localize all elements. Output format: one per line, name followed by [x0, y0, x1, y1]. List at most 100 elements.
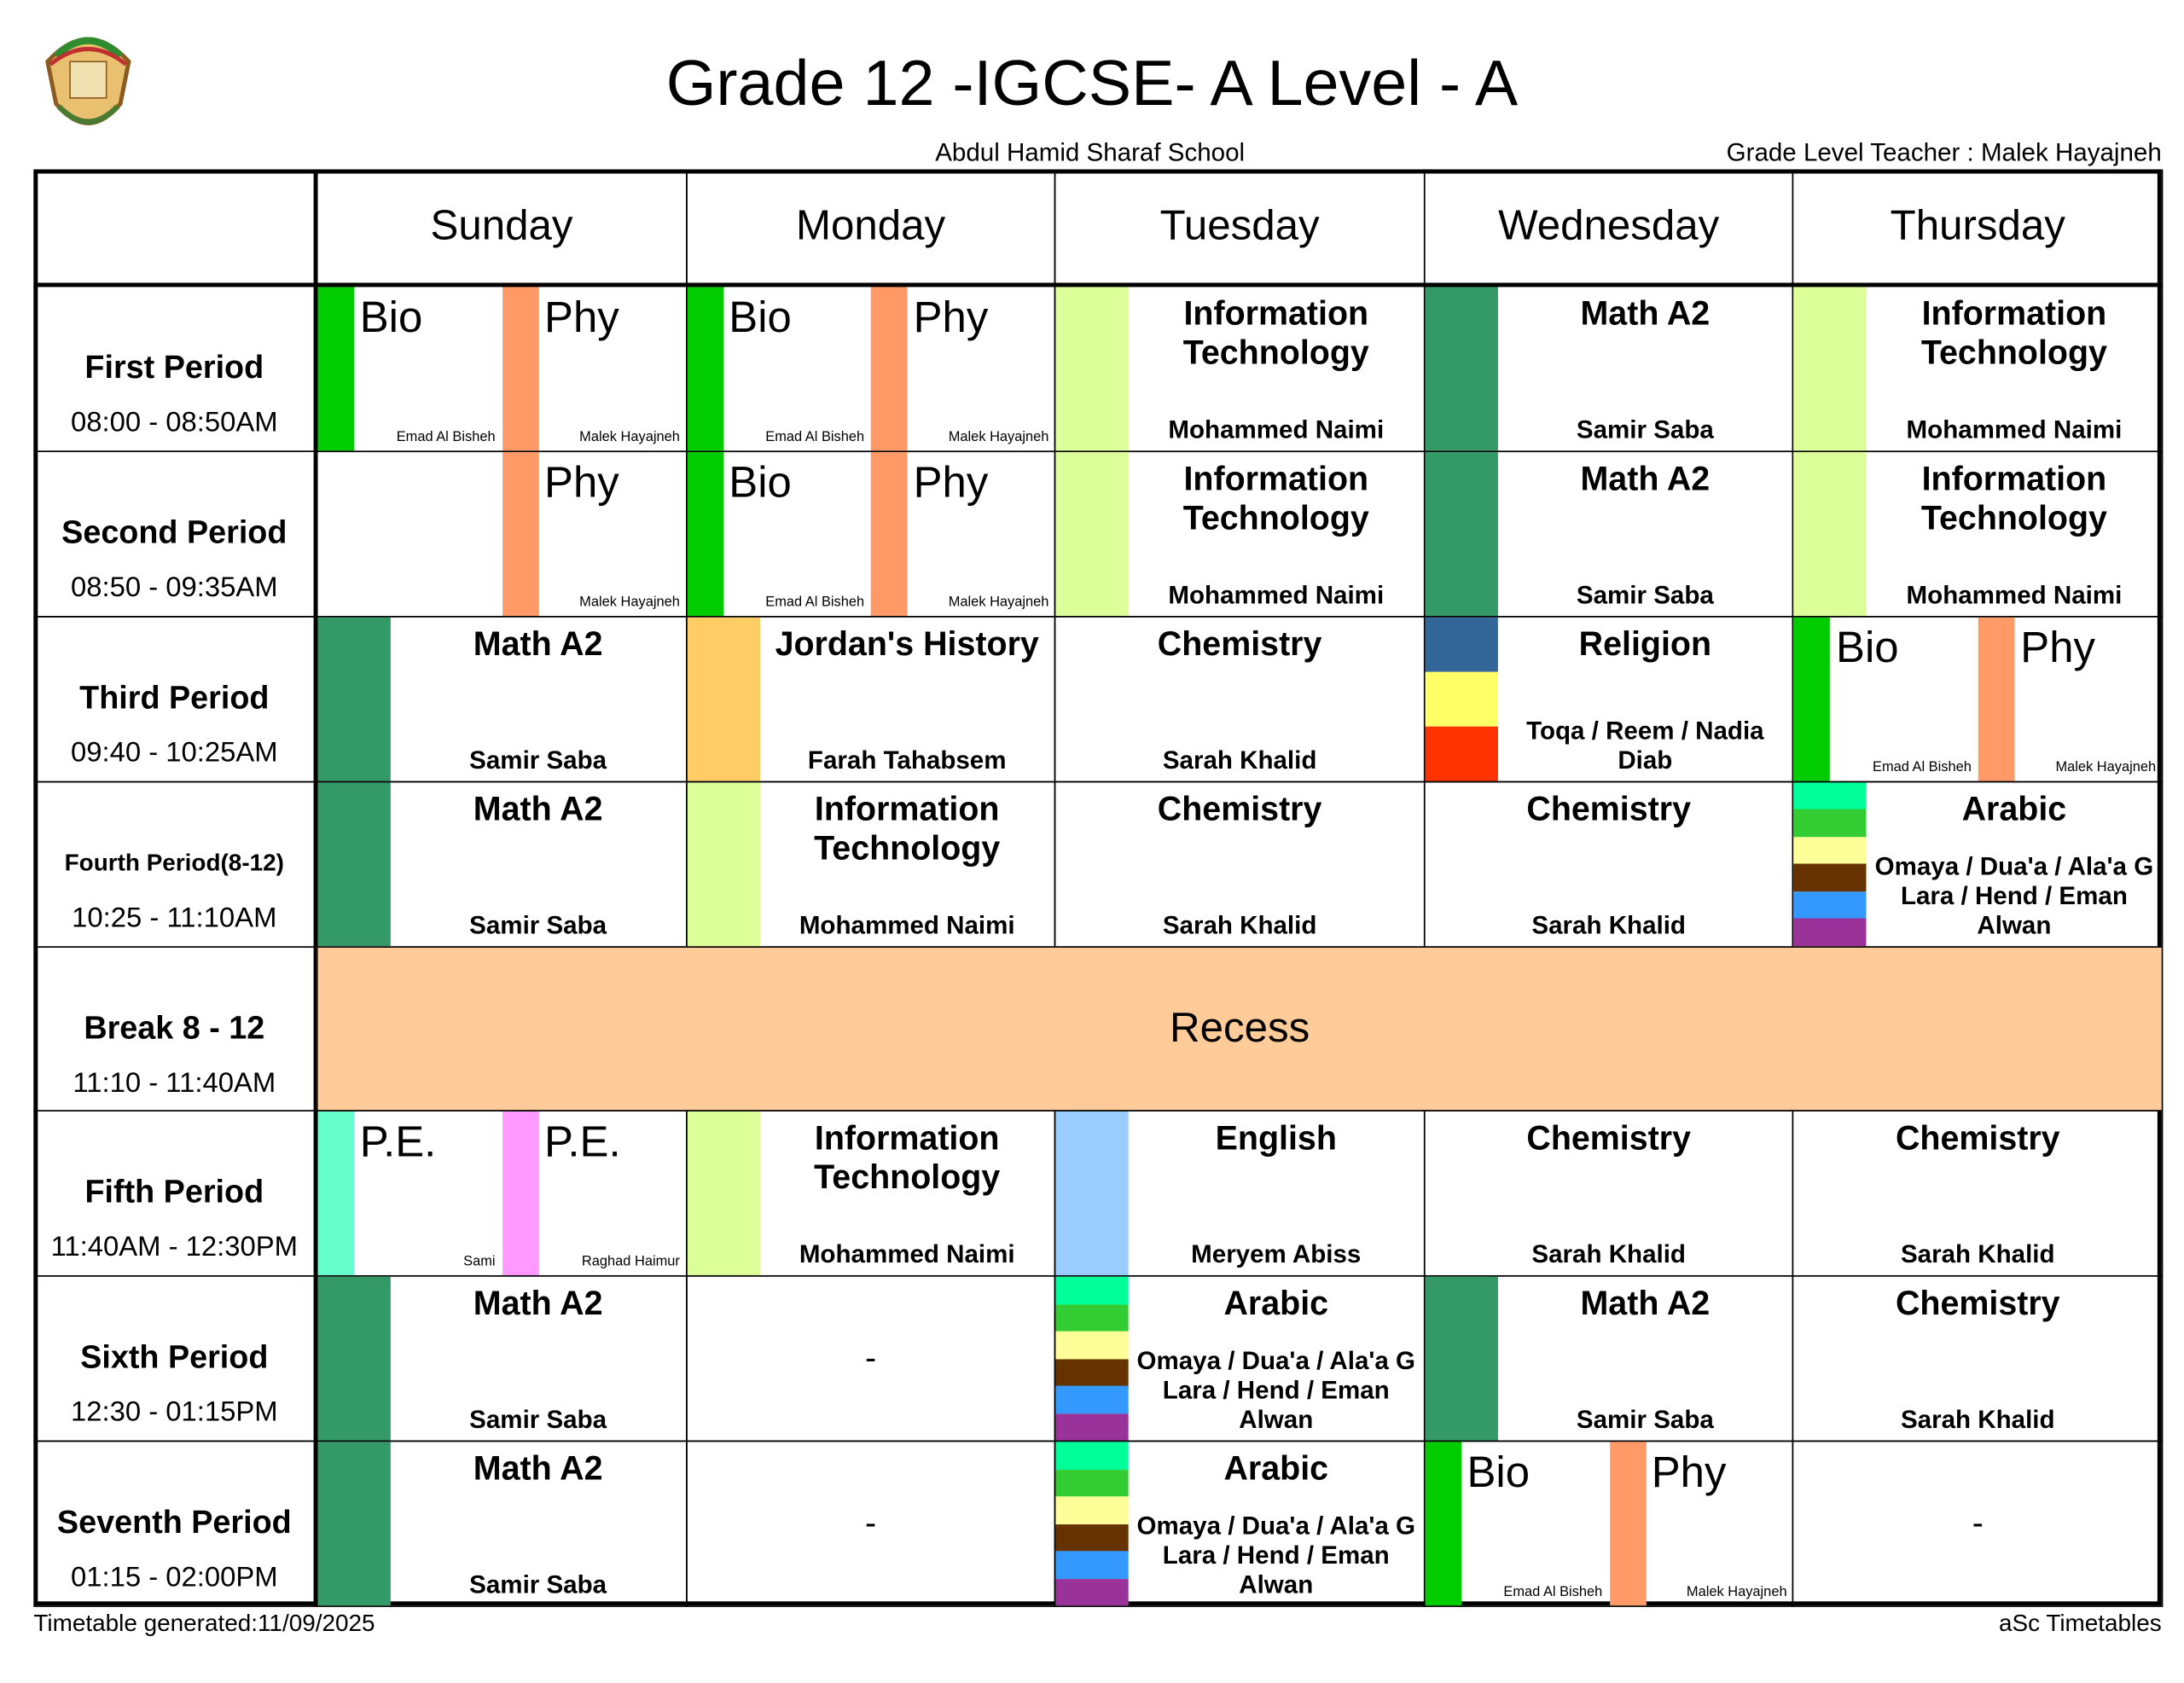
subject-name: Phy [1651, 1448, 1727, 1497]
period-time: 08:50 - 09:35AM [70, 572, 278, 604]
subject-color [1978, 617, 2015, 781]
teacher-name: Sarah Khalid [1900, 1240, 2055, 1269]
empty-lesson: - [864, 1504, 877, 1542]
period-name: Second Period [61, 514, 288, 550]
period-name: Fourth Period(8-12) [64, 849, 284, 876]
empty-lesson: - [1972, 1504, 1984, 1542]
day-header: Tuesday [1054, 169, 1426, 287]
period-time: 08:00 - 08:50AM [70, 407, 278, 438]
teacher-name: Malek Hayajneh [579, 595, 680, 611]
empty-lesson: - [864, 1338, 877, 1378]
recess-cell: Recess [316, 945, 2164, 1112]
lesson-info: English Meryem Abiss [1129, 1112, 1424, 1276]
teacher-name: Sarah Khalid [1900, 1405, 2055, 1434]
subject-color [1055, 1358, 1129, 1387]
subject-color [1055, 1111, 1129, 1276]
lesson-info: Jordan's History Farah Tahabsem [759, 617, 1054, 781]
subject-name: Math A2 [1580, 460, 1711, 499]
subject-color [502, 287, 539, 451]
subject-color [317, 1111, 355, 1276]
subject-name: Phy [2020, 622, 2095, 672]
subject-color [687, 1111, 760, 1276]
period-name: Sixth Period [80, 1338, 269, 1375]
period-cell: Third Period 09:40 - 10:25AM [33, 615, 318, 782]
subject-name: Phy [913, 292, 989, 342]
subject-name: Bio [729, 292, 792, 342]
teacher-name: Sarah Khalid [1531, 1240, 1686, 1269]
lesson-info: Information Technology Mohammed Naimi [759, 1112, 1054, 1276]
subject-name: Math A2 [473, 1285, 603, 1324]
period-name: Fifth Period [84, 1173, 264, 1210]
teacher-name: Meryem Abiss [1191, 1240, 1362, 1269]
subject-color [317, 1442, 391, 1606]
lesson-half: Bio Emad Al Bisheh [1425, 1442, 1609, 1606]
subject-color [1055, 1551, 1129, 1580]
subject-color [502, 1111, 539, 1276]
subject-name: Information Technology [1920, 295, 2107, 373]
subject-color [317, 781, 391, 946]
teacher-name: Mohammed Naimi [1906, 415, 2123, 444]
lesson-half: P.E. Raghad Haimur [502, 1111, 686, 1276]
subject-name: Chemistry [1526, 1120, 1692, 1158]
lesson-cell: Math A2 Samir Saba [316, 1440, 688, 1607]
subject-color [317, 287, 355, 451]
subject-color [871, 287, 909, 451]
teacher-name: Emad Al Bisheh [1873, 759, 1972, 775]
subject-name: P.E. [544, 1117, 621, 1167]
subject-name: Math A2 [1580, 295, 1711, 334]
subject-name: Information Technology [1182, 460, 1369, 537]
teacher-name: Samir Saba [469, 1570, 607, 1599]
lesson-info: Information Technology Mohammed Naimi [759, 782, 1054, 946]
teacher-name: Omaya / Dua'a / Ala'a G Lara / Hend / Em… [1136, 1512, 1416, 1599]
period-time: 11:10 - 11:40AM [73, 1067, 276, 1099]
subject-color [1425, 671, 1498, 728]
subject-name: Bio [1836, 622, 1899, 672]
subject-name: Information Technology [814, 790, 1001, 868]
subject-name: Math A2 [473, 625, 603, 664]
subject-color [502, 451, 539, 616]
school-name: Abdul Hamid Sharaf School [935, 138, 1246, 167]
teacher-name: Farah Tahabsem [807, 746, 1007, 774]
period-cell: Fourth Period(8-12) 10:25 - 11:10AM [33, 781, 318, 948]
corner-cell [33, 169, 318, 287]
subject-name: Arabic [1223, 1285, 1329, 1324]
subject-color [1425, 451, 1498, 616]
title: Grade 12 -IGCSE- A Level - A [665, 46, 1519, 119]
recess-label: Recess [1170, 1005, 1310, 1052]
lesson-cell: Information Technology Mohammed Naimi [1792, 450, 2164, 618]
lesson-cell: Information Technology Mohammed Naimi [685, 1110, 1056, 1278]
lesson-half: Bio Emad Al Bisheh [687, 287, 871, 451]
lesson-info: Religion Toqa / Reem / Nadia Diab [1498, 617, 1793, 781]
lesson-cell: Information Technology Mohammed Naimi [1792, 285, 2164, 452]
subject-color [687, 287, 723, 451]
lesson-cell: Math A2 Samir Saba [316, 615, 688, 782]
teacher-name: Malek Hayajneh [948, 595, 1049, 611]
lesson-cell: Chemistry Sarah Khalid [1054, 781, 1426, 948]
subject-color [1609, 1442, 1647, 1606]
teacher-name: Mohammed Naimi [1168, 415, 1385, 444]
lesson-half: Bio Emad Al Bisheh [1793, 617, 1978, 781]
subject-color [317, 617, 391, 781]
subject-color [1055, 1277, 1129, 1305]
subject-color [1793, 617, 1831, 781]
lesson-info: Math A2 Samir Saba [391, 1277, 686, 1441]
teacher-name: Sarah Khalid [1162, 746, 1317, 774]
lesson-cell: Chemistry Sarah Khalid [1792, 1275, 2164, 1442]
lesson-cell: Math A2 Samir Saba [1423, 1275, 1794, 1442]
subject-color [1055, 1469, 1129, 1498]
lesson-cell: Math A2 Samir Saba [316, 781, 688, 948]
generated-date: Timetable generated:11/09/2025 [33, 1610, 375, 1637]
subject-name: Phy [544, 457, 619, 507]
teacher-name: Mohammed Naimi [1168, 580, 1385, 609]
lesson-info: Information Technology Mohammed Naimi [1867, 452, 2162, 616]
lesson-cell: Bio Emad Al Bisheh Phy Malek Hayajneh [685, 450, 1056, 618]
teacher-name: Malek Hayajneh [1686, 1584, 1787, 1600]
teacher-name: Mohammed Naimi [799, 1240, 1015, 1269]
day-label: Sunday [430, 202, 573, 250]
lesson-cell: Chemistry Sarah Khalid [1423, 1110, 1794, 1278]
period-time: 01:15 - 02:00PM [70, 1562, 278, 1593]
subject-color [687, 617, 760, 781]
subject-color [1055, 1413, 1129, 1441]
lesson-cell: Information Technology Mohammed Naimi [1054, 450, 1426, 618]
